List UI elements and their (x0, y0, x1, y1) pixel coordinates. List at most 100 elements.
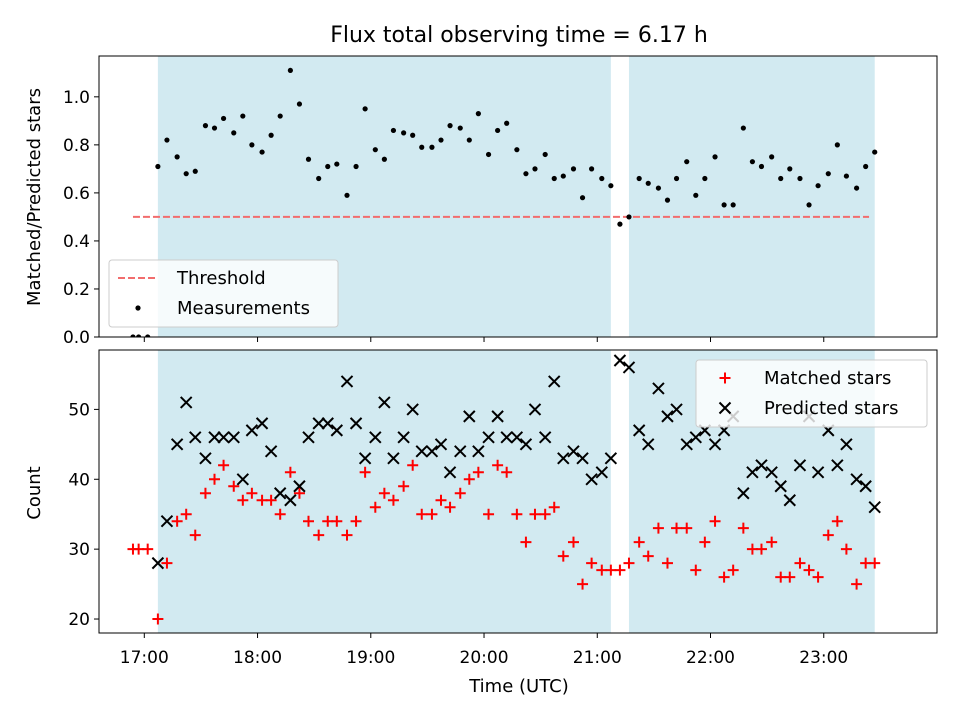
count-point-1-12 (264, 445, 278, 458)
count-point-0-48 (577, 578, 589, 590)
ratio-point-0-2 (145, 334, 151, 337)
ratio-point-0-72 (806, 202, 812, 208)
count-point-0-45 (548, 501, 560, 513)
ratio-point-0-61 (702, 175, 708, 182)
top-y-axis-label: Matched/Predicted stars (24, 88, 45, 306)
count-legend-key-0 (719, 372, 731, 384)
ratio-point-0-13 (249, 142, 255, 148)
ratio-point-0-1 (136, 334, 142, 337)
xtick-label-2: 19:00 (346, 648, 395, 668)
ratio-point-0-34 (447, 123, 453, 129)
count-point-1-68 (793, 459, 807, 472)
ratio-point-0-39 (495, 127, 501, 134)
count-point-1-31 (443, 466, 457, 479)
count-point-1-43 (557, 452, 570, 465)
ratio-point-0-16 (277, 113, 283, 119)
count-point-1-40 (528, 403, 542, 416)
count-point-0-63 (718, 571, 730, 583)
count-legend-label-1: Predicted stars (764, 398, 898, 419)
ratio-frame (98, 55, 938, 338)
xtick-label-6: 23:00 (799, 648, 848, 668)
count-point-0-13 (246, 487, 258, 499)
count-point-0-41 (511, 508, 523, 520)
ratio-point-0-6 (183, 171, 189, 177)
count-point-1-11 (255, 417, 269, 430)
count-point-1-32 (454, 445, 467, 458)
ratio-point-0-58 (673, 175, 680, 182)
ratio-series-0 (130, 67, 878, 337)
count-point-0-31 (416, 508, 428, 520)
count-point-0-73 (812, 571, 824, 583)
count-point-0-61 (699, 536, 711, 548)
count-point-1-23 (369, 431, 382, 444)
count-point-1-25 (387, 452, 400, 465)
ratio-point-0-5 (174, 154, 180, 160)
ratio-point-0-55 (645, 180, 651, 186)
count-point-1-37 (500, 431, 513, 444)
count-point-1-48 (604, 452, 618, 465)
count-point-0-15 (265, 494, 277, 506)
count-point-1-15 (293, 480, 306, 493)
count-point-0-36 (463, 473, 475, 485)
ratio-point-0-53 (626, 214, 632, 220)
count-point-1-1 (160, 514, 174, 528)
ratio-point-0-79 (872, 149, 878, 155)
count-point-0-68 (766, 536, 778, 548)
count-point-0-8 (199, 487, 211, 499)
ratio-point-0-77 (853, 185, 860, 191)
ratio-point-0-0 (130, 334, 136, 337)
count-point-1-75 (859, 480, 872, 493)
ratio-legend-label-1: Measurements (177, 298, 310, 319)
count-point-1-22 (358, 452, 372, 465)
count-point-1-41 (538, 431, 552, 444)
count-point-1-74 (850, 473, 863, 486)
ratio-point-0-49 (589, 166, 595, 172)
ratio-ytick-label-3: 0.6 (63, 184, 90, 204)
ratio-point-0-59 (684, 159, 690, 165)
count-point-0-16 (274, 508, 286, 520)
ratio-point-0-19 (305, 156, 312, 162)
ratio-ytick-label-0: 0.0 (63, 328, 90, 348)
count-point-1-76 (868, 501, 881, 514)
ratio-point-0-24 (353, 163, 359, 170)
count-ytick-label-0: 20 (68, 610, 90, 630)
ratio-point-0-18 (296, 101, 303, 107)
ratio-point-0-36 (466, 137, 472, 143)
ratio-observing-window-1 (628, 56, 875, 337)
count-point-0-54 (633, 536, 645, 548)
count-point-0-44 (539, 508, 551, 520)
count-point-1-29 (425, 445, 439, 458)
ratio-legend: Threshold Measurements (108, 259, 339, 328)
count-series-1 (151, 354, 881, 570)
count-point-0-38 (483, 508, 495, 520)
count-point-1-38 (510, 431, 524, 444)
count-point-0-24 (350, 515, 362, 527)
ratio-point-0-52 (617, 221, 623, 227)
ratio-point-0-10 (220, 115, 227, 122)
count-point-0-79 (869, 557, 881, 569)
count-point-1-21 (349, 417, 363, 430)
ratio-point-0-23 (344, 192, 350, 198)
xtick-label-4: 21:00 (573, 648, 622, 668)
count-point-1-51 (632, 424, 646, 437)
ratio-point-0-73 (815, 183, 821, 189)
count-point-0-65 (737, 522, 749, 534)
count-point-1-26 (397, 431, 410, 444)
count-point-0-11 (228, 480, 240, 492)
ratio-point-0-33 (438, 137, 444, 143)
count-point-1-72 (831, 459, 844, 472)
count-point-1-53 (652, 382, 665, 395)
ratio-ytick-label-1: 0.2 (63, 280, 90, 300)
count-point-1-2 (170, 438, 184, 451)
count-point-0-5 (171, 515, 183, 527)
count-point-0-30 (407, 459, 419, 471)
count-point-0-25 (359, 466, 371, 478)
count-point-0-22 (331, 515, 343, 527)
count-point-0-19 (303, 515, 314, 527)
bottom-y-axis-label: Count (24, 466, 45, 519)
ratio-legend-key-1 (135, 305, 141, 311)
count-point-0-40 (501, 466, 513, 478)
count-point-1-56 (680, 438, 693, 451)
ratio-point-0-48 (579, 195, 586, 201)
